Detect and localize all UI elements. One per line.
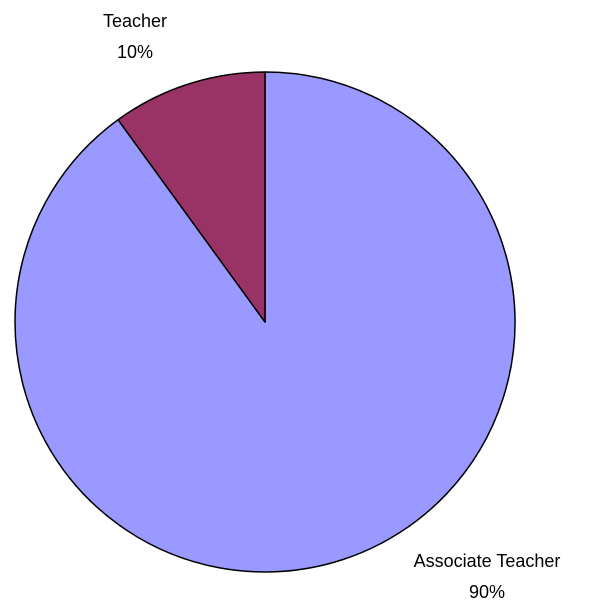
slice-value-label: 90% bbox=[469, 582, 505, 602]
slice-label: Associate Teacher bbox=[414, 551, 561, 571]
slice-value-label: 10% bbox=[117, 42, 153, 62]
pie-slice bbox=[117, 71, 266, 323]
slice-label: Teacher bbox=[103, 11, 167, 31]
